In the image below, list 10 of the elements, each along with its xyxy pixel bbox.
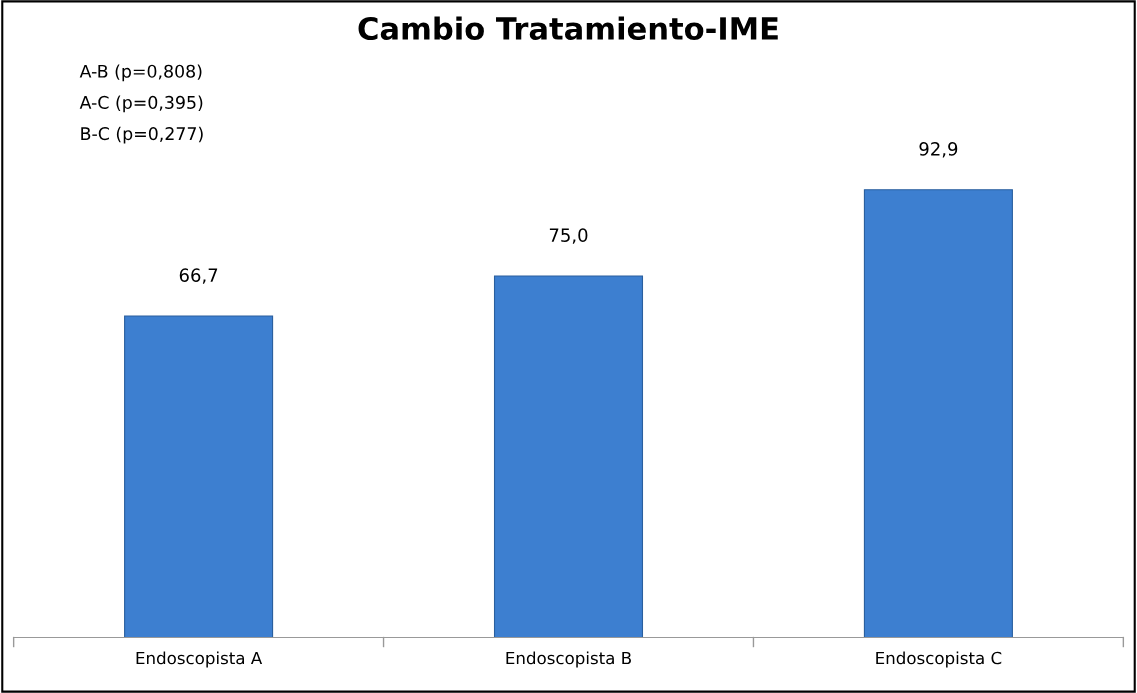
text: B-C (p=0,277) [81,126,203,144]
text: A-C (p=0,395) [79,95,203,113]
x-tick-label: Endoscopista A [136,651,263,668]
data-label: 92,9 [919,142,958,158]
chart-title: Cambio Tratamiento-IME [358,16,778,41]
text: A-B (p=0,808) [79,64,202,82]
x-tick-label: Endoscopista B [506,651,631,668]
data-label: 75,0 [549,228,588,244]
x-tick-label: Endoscopista C [876,651,1002,668]
data-label: 66,7 [179,268,218,284]
